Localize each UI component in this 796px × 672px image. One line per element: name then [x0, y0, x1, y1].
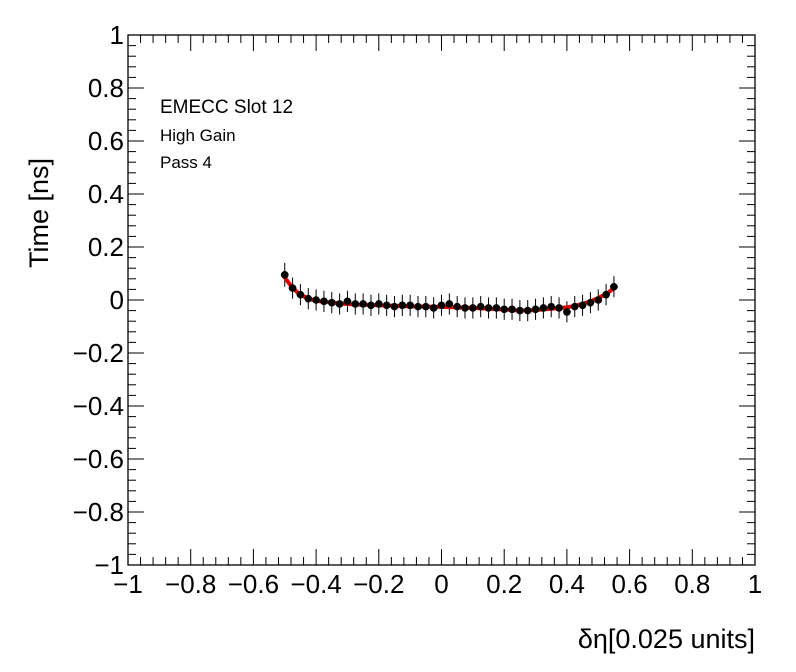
x-tick-label: 0.8	[674, 569, 710, 599]
y-tick-label: −0.2	[73, 338, 124, 368]
y-tick-label: −0.4	[73, 391, 124, 421]
axis-ticks	[127, 34, 756, 566]
data-point	[414, 302, 422, 311]
data-point	[437, 301, 446, 310]
data-point	[586, 298, 595, 307]
data-point	[398, 301, 407, 310]
y-axis-title: Time [ns]	[24, 158, 54, 268]
data-point	[320, 297, 328, 306]
data-point	[335, 300, 344, 308]
data-point	[288, 284, 297, 292]
data-point	[610, 282, 618, 291]
data-point	[539, 304, 548, 312]
y-tick-label: 0.6	[88, 126, 124, 156]
data-point	[296, 290, 305, 299]
y-tick-label: 1	[110, 20, 124, 50]
y-tick-label: −1	[94, 550, 124, 580]
data-point	[312, 296, 320, 304]
y-tick-labels: −1 −0.8 −0.6 −0.4 −0.2 0 0.2 0.4 0.6 0.8 1	[73, 20, 124, 580]
data-point	[327, 298, 336, 307]
data-point	[343, 297, 352, 306]
x-tick-label: −0.4	[290, 569, 341, 599]
data-point	[555, 304, 563, 312]
data-point	[523, 306, 532, 315]
y-tick-label: −0.6	[73, 444, 124, 474]
data-point	[500, 305, 509, 314]
data-point	[367, 301, 375, 310]
y-tick-label: 0.4	[88, 179, 124, 209]
x-tick-label: −1	[113, 569, 143, 599]
y-tick-label: 0.2	[88, 232, 124, 262]
x-tick-label: 0	[434, 569, 448, 599]
annotation-gain: High Gain	[160, 126, 236, 145]
y-tick-label: −0.8	[73, 497, 124, 527]
x-tick-label: −0.8	[165, 569, 216, 599]
x-tick-label: 0.2	[486, 569, 522, 599]
data-point	[484, 304, 493, 312]
data-point	[570, 302, 579, 311]
data-point	[280, 271, 289, 279]
data-point	[602, 290, 610, 299]
data-point	[375, 300, 383, 308]
data-point	[359, 300, 367, 308]
data-point	[304, 294, 313, 303]
x-tick-label: −0.6	[228, 569, 279, 599]
data-point	[476, 302, 485, 311]
data-point	[516, 306, 524, 315]
x-tick-label: 0.6	[612, 569, 648, 599]
data-point	[390, 302, 399, 311]
data-point	[445, 300, 454, 308]
x-axis-title: δη[0.025 units]	[578, 624, 755, 654]
data-point	[531, 305, 540, 314]
data-point	[594, 296, 603, 304]
x-tick-label: −0.2	[353, 569, 404, 599]
data-point	[406, 301, 414, 310]
data-point	[508, 305, 516, 314]
x-tick-label: 1	[748, 569, 762, 599]
annotation-pass: Pass 4	[160, 153, 212, 172]
data-point	[578, 301, 587, 310]
data-point	[492, 304, 501, 312]
data-point	[422, 302, 430, 311]
y-tick-label: 0	[110, 285, 124, 315]
data-points	[280, 271, 618, 316]
data-point	[461, 304, 469, 312]
data-point	[469, 304, 477, 312]
data-point	[351, 300, 360, 308]
x-tick-label: 0.4	[549, 569, 585, 599]
data-point	[429, 304, 438, 312]
data-point	[547, 302, 556, 311]
y-tick-label: 0.8	[88, 73, 124, 103]
data-point	[563, 308, 571, 316]
x-tick-labels: −1 −0.8 −0.6 −0.4 −0.2 0 0.2 0.4 0.6 0.8 1	[113, 569, 762, 599]
data-point	[382, 301, 391, 310]
data-point	[453, 302, 461, 311]
annotation-detector: EMECC Slot 12	[160, 97, 293, 118]
